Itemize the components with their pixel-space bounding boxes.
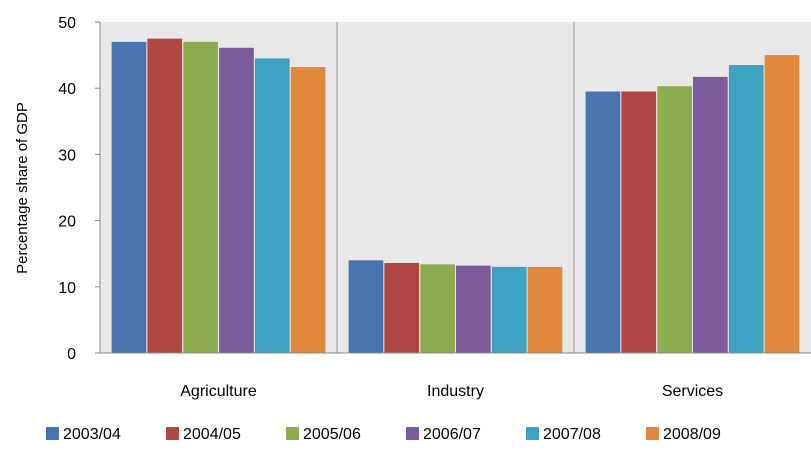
legend-label: 2004/05 — [183, 426, 241, 443]
bar — [585, 91, 621, 353]
bar — [147, 38, 183, 353]
bar — [111, 41, 147, 354]
bar — [290, 67, 326, 353]
bar — [527, 266, 563, 353]
bar — [456, 265, 491, 353]
y-tick-label: 30 — [58, 147, 76, 164]
bar — [254, 58, 290, 354]
y-tick-label: 10 — [58, 280, 76, 297]
bar — [348, 260, 384, 353]
bar — [491, 266, 527, 353]
y-tick-label: 40 — [58, 81, 76, 98]
legend-swatch — [166, 427, 179, 440]
y-axis-title: Percentage share of GDP — [14, 102, 31, 274]
legend-swatch — [46, 427, 59, 440]
legend-label: 2007/08 — [543, 426, 601, 443]
legend-swatch — [646, 427, 659, 440]
bar — [420, 264, 455, 353]
legend-label: 2008/09 — [663, 426, 721, 443]
legend-label: 2005/06 — [303, 426, 361, 443]
legend-label: 2006/07 — [423, 426, 481, 443]
bar — [219, 47, 254, 354]
category-label: Agriculture — [180, 383, 257, 400]
category-label: Industry — [427, 383, 484, 400]
bar — [657, 86, 692, 353]
legend-label: 2003/04 — [63, 426, 121, 443]
bar — [764, 55, 800, 353]
bar — [693, 76, 728, 354]
y-tick-label: 50 — [58, 15, 76, 32]
legend-swatch — [526, 427, 539, 440]
plot-area-background — [100, 22, 811, 353]
bar — [728, 65, 764, 353]
y-tick-label: 0 — [67, 346, 76, 363]
bar — [621, 91, 657, 353]
legend-swatch — [286, 427, 299, 440]
bar — [183, 41, 218, 354]
legend-swatch — [406, 427, 419, 440]
y-tick-label: 20 — [58, 214, 76, 231]
category-label: Services — [662, 383, 723, 400]
bar — [384, 263, 420, 353]
